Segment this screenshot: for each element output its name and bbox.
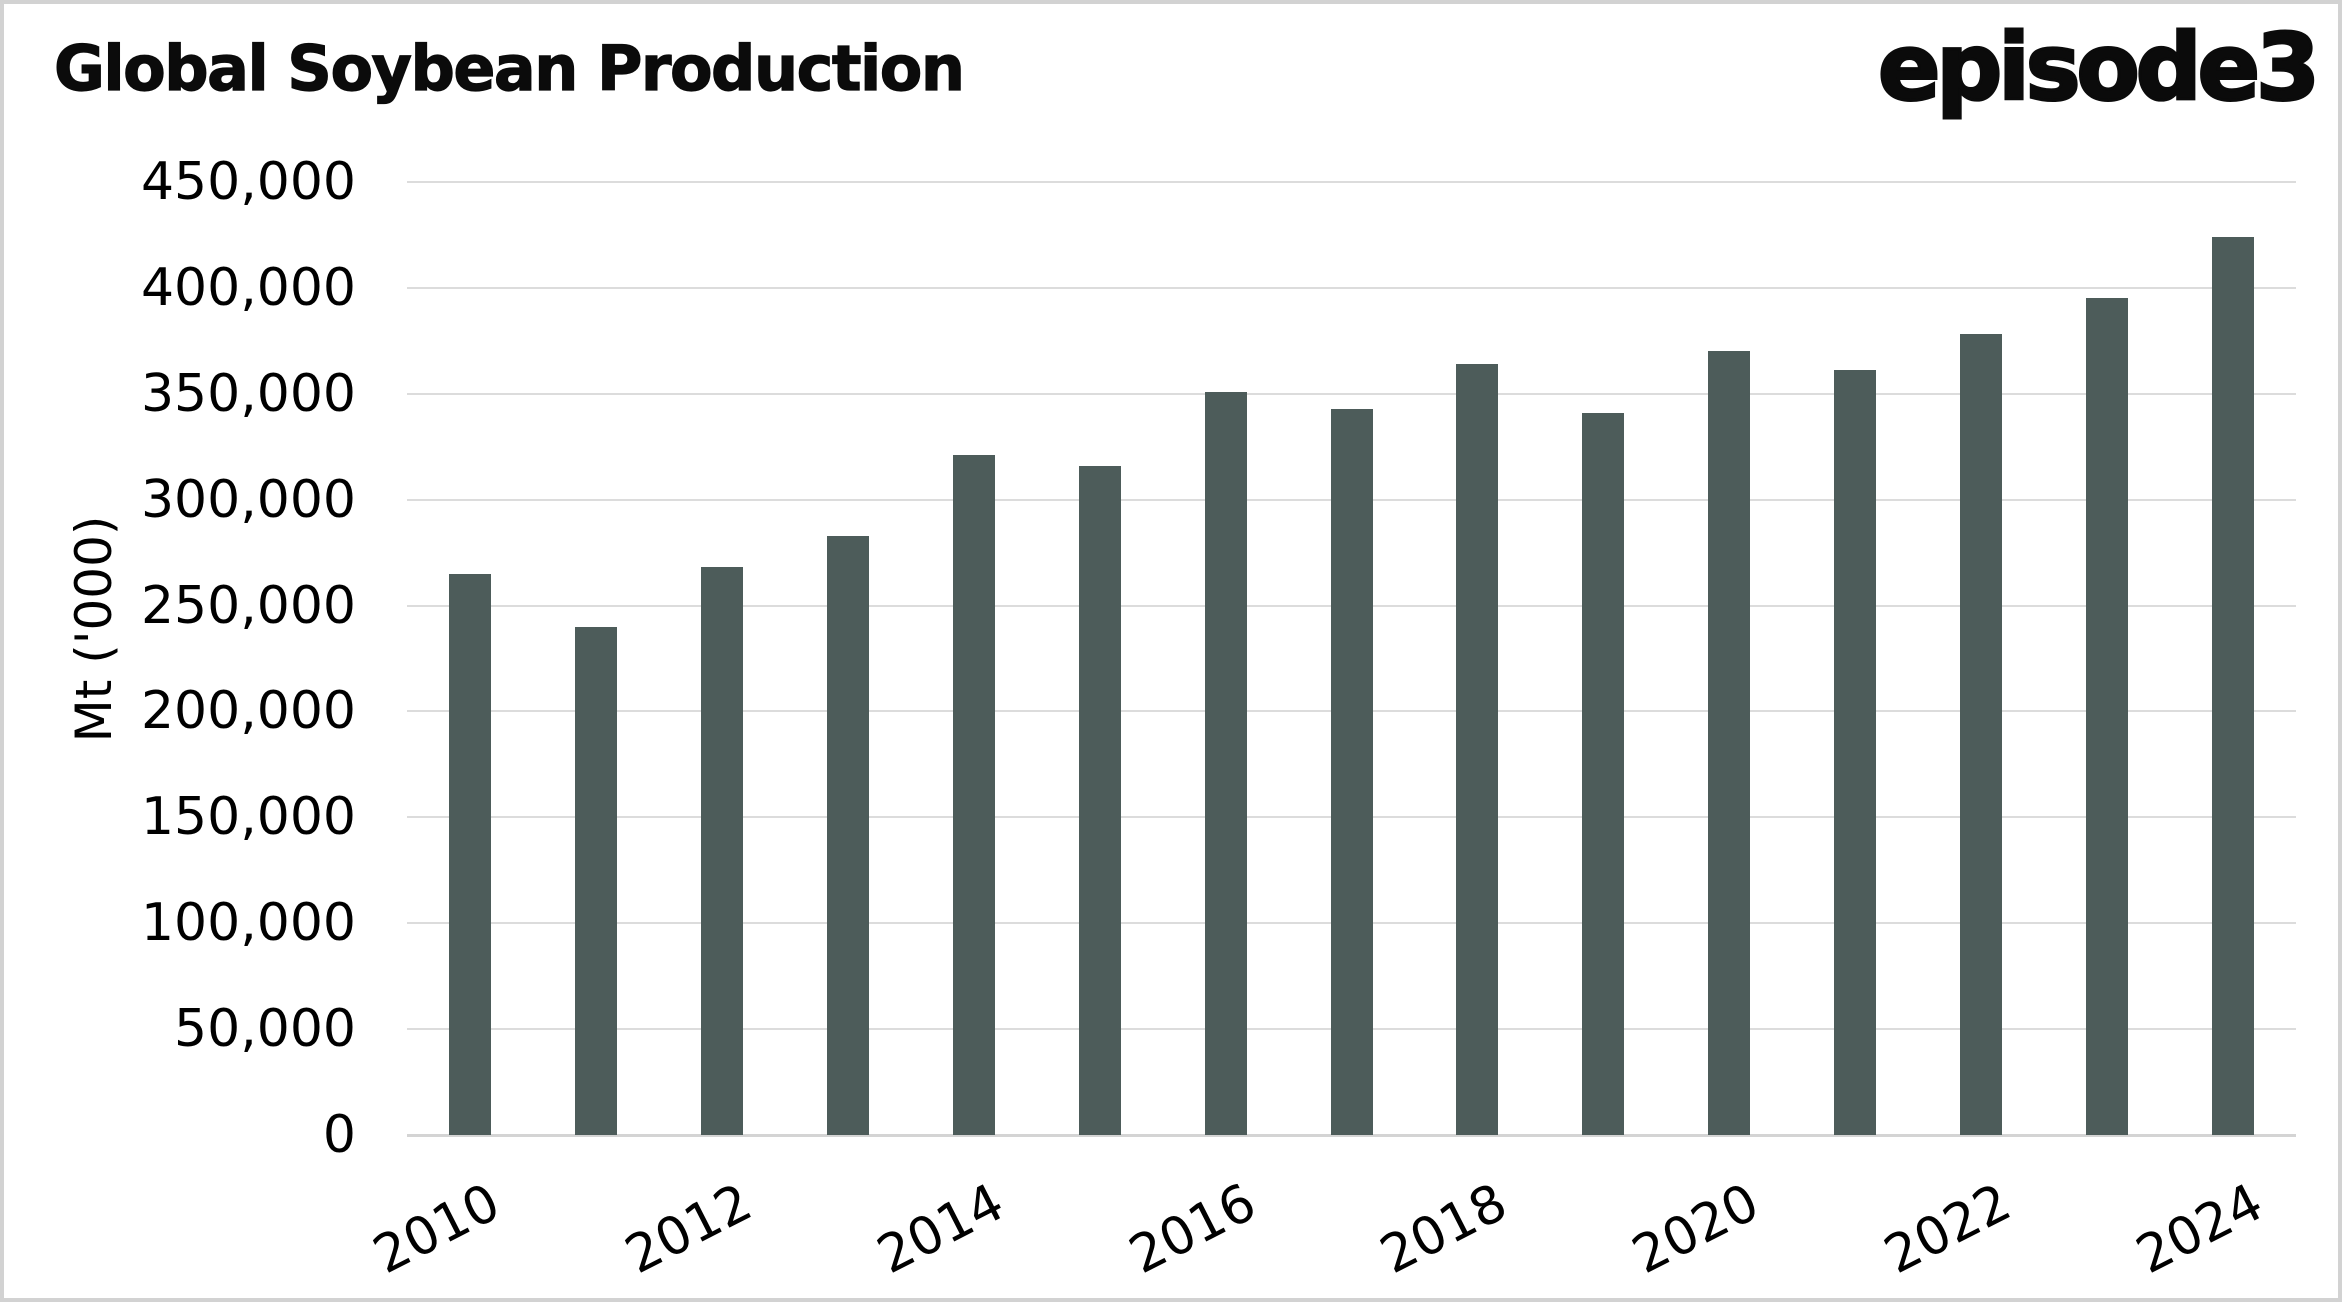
bar-2014 (952, 455, 995, 1135)
bar-2012 (700, 567, 743, 1135)
bar-2015 (1078, 465, 1121, 1135)
bar-2024 (2212, 237, 2255, 1135)
x-tick-label-2016: 2016 (1119, 1172, 1265, 1286)
gridline-450000 (407, 181, 2296, 183)
bar-2021 (1834, 370, 1877, 1135)
y-tick-label-50000: 50,000 (174, 999, 356, 1060)
y-tick-label-400000: 400,000 (140, 257, 356, 318)
x-tick-label-2014: 2014 (867, 1172, 1014, 1286)
y-tick-label-250000: 250,000 (140, 575, 356, 636)
x-tick-label-2010: 2010 (364, 1172, 510, 1286)
y-tick-label-0: 0 (322, 1105, 356, 1165)
x-tick-label-2020: 2020 (1623, 1172, 1769, 1286)
bar-2013 (826, 535, 869, 1135)
y-tick-label-300000: 300,000 (140, 469, 356, 530)
bar-2020 (1708, 351, 1751, 1135)
x-tick-label-2012: 2012 (616, 1172, 762, 1286)
x-tick-label-2018: 2018 (1371, 1172, 1517, 1286)
y-tick-label-150000: 150,000 (140, 787, 356, 848)
episode3-logo: episode3 (1876, 13, 2321, 123)
bar-2018 (1456, 364, 1499, 1135)
y-tick-label-100000: 100,000 (140, 893, 356, 954)
bar-2016 (1204, 391, 1247, 1135)
bar-2022 (1960, 334, 2003, 1135)
gridline-400000 (407, 286, 2296, 289)
y-tick-label-200000: 200,000 (140, 681, 356, 742)
bar-2017 (1330, 408, 1373, 1135)
gridline-350000 (407, 392, 2296, 395)
bar-2019 (1582, 412, 1625, 1135)
chart-title: Global Soybean Production (53, 31, 965, 105)
x-tick-label-2022: 2022 (1875, 1172, 2021, 1286)
x-tick-label-2024: 2024 (2127, 1172, 2273, 1286)
bar-2023 (2086, 298, 2129, 1135)
y-tick-label-350000: 350,000 (140, 363, 356, 424)
y-tick-label-450000: 450,000 (140, 152, 356, 212)
bar-2010 (448, 573, 491, 1135)
x-axis-baseline (407, 1133, 2296, 1137)
bar-2011 (574, 626, 617, 1135)
